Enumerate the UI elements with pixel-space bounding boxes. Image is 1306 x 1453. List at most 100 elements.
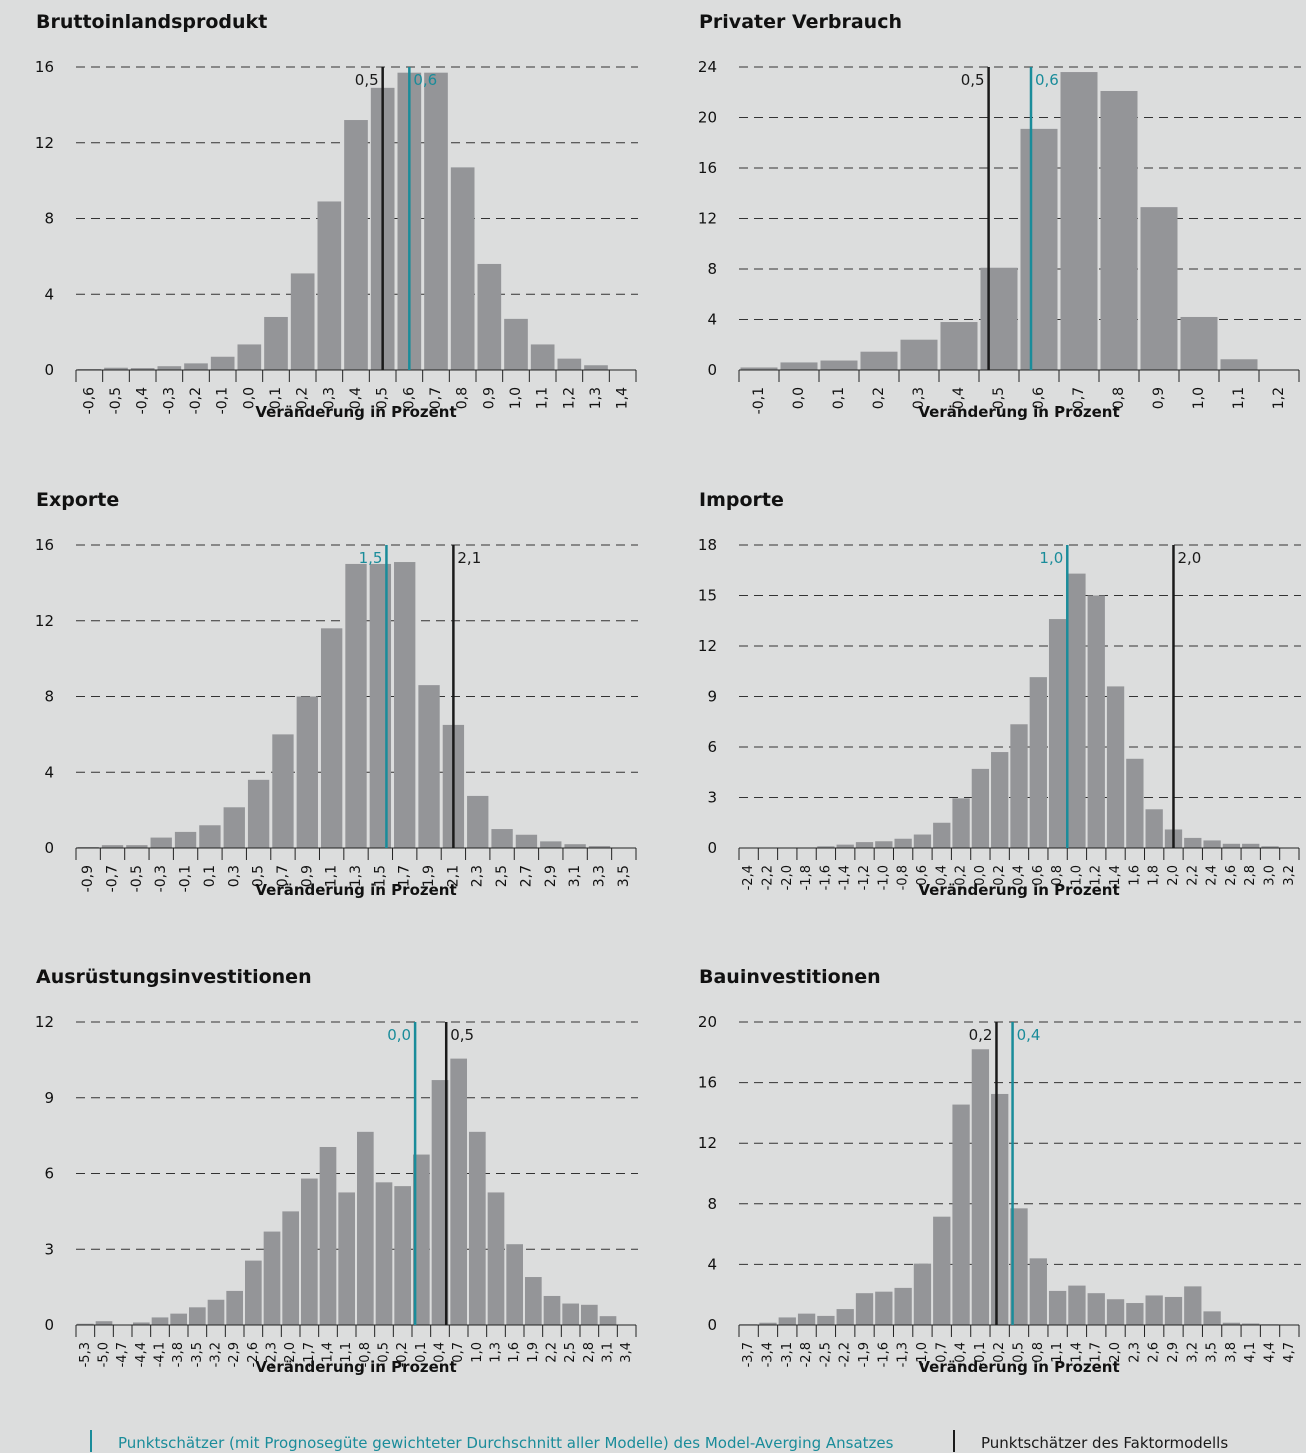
- bar: [557, 358, 582, 370]
- bar: [157, 366, 182, 370]
- x-tick-label: 0,7: [451, 1342, 466, 1363]
- bar: [77, 1323, 94, 1325]
- x-tick-label: 0,4: [348, 387, 364, 409]
- bar: [980, 267, 1018, 370]
- chart-panel-bauinvestitionen: Bauinvestitionen 0 4 8 12 16 20 -3,7 -3,4 -3,1 -2…: [699, 966, 1306, 1420]
- x-tick-label: 1,0: [1191, 387, 1207, 409]
- y-tick-label: 8: [44, 210, 54, 228]
- legend: Punktschätzer (mit Prognosegüte gewichte…: [0, 1428, 1306, 1453]
- x-tick-label: 0,8: [1031, 1342, 1046, 1363]
- bar: [174, 831, 197, 848]
- bar: [394, 1186, 411, 1325]
- x-tick-label: 0,4: [433, 1342, 448, 1363]
- x-tick-label: 2,8: [1243, 865, 1258, 886]
- bar: [491, 829, 513, 848]
- bar: [543, 1295, 561, 1325]
- x-tick-label: 0,4: [1012, 865, 1027, 886]
- x-tick-label: -3,2: [209, 1342, 224, 1367]
- bar: [126, 845, 148, 848]
- x-tick-label: 1,2: [1089, 865, 1104, 886]
- y-tick-label: 6: [44, 1165, 54, 1183]
- chart-panel-exporte: Exporte 0 4 8 12 16 -0,9 -0,7 -0,5 -0,3 -0,1 0,1 0,…: [36, 489, 656, 943]
- bar: [317, 201, 342, 370]
- x-axis-title: Veränderung in Prozent: [918, 403, 1119, 421]
- x-tick-label: 0,2: [295, 387, 311, 409]
- bar: [1068, 573, 1086, 848]
- y-tick-label: 4: [707, 311, 717, 329]
- x-tick-label: -0,9: [80, 865, 96, 892]
- bar: [1087, 595, 1105, 848]
- x-tick-label: 3,5: [616, 865, 632, 887]
- x-axis-title: Veränderung in Prozent: [255, 1358, 456, 1376]
- bar: [282, 1211, 299, 1325]
- bar: [1220, 359, 1258, 370]
- bar: [525, 1277, 542, 1325]
- bar: [836, 844, 854, 848]
- x-tick-label: -0,5: [108, 387, 124, 414]
- chart-panel-bip: Bruttoinlandsprodukt 0 4 8 12 16 -0,6 -0,5 -0,4…: [36, 11, 656, 465]
- y-tick-label: 12: [36, 612, 54, 630]
- bar: [1048, 619, 1067, 848]
- marker-label-teal: 0,4: [1017, 1026, 1041, 1044]
- chart-panel-ausruestungsinvestitionen: Ausrüstungsinvestitionen 0 3 6 9 12 -5,3 -5,0-…: [36, 966, 656, 1420]
- x-tick-label: 0,5: [1012, 1342, 1027, 1363]
- x-tick-label: -2,2: [760, 865, 775, 890]
- y-tick-label: 0: [44, 1316, 54, 1334]
- x-tick-label: 0,8: [455, 387, 471, 409]
- bar: [1222, 1322, 1241, 1325]
- bar: [1242, 1323, 1260, 1325]
- legend-swatch-black: [953, 1430, 955, 1452]
- bar: [599, 1316, 617, 1325]
- bar: [1020, 128, 1058, 370]
- bar: [1010, 1208, 1028, 1325]
- bar: [875, 1291, 893, 1325]
- x-tick-label: -0,2: [954, 865, 969, 890]
- x-tick-label: -0,8: [896, 865, 911, 890]
- x-tick-label: 3,5: [1205, 1342, 1220, 1363]
- y-tick-label: 6: [707, 738, 717, 756]
- bar: [860, 351, 898, 370]
- x-tick-label: 2,1: [445, 865, 461, 887]
- x-tick-label: 0,6: [1031, 865, 1046, 886]
- bar: [264, 316, 288, 370]
- x-tick-label: -0,5: [129, 865, 145, 892]
- x-tick-label: 0,2: [992, 865, 1007, 886]
- bar: [1203, 1311, 1221, 1325]
- x-tick-label: 2,9: [543, 865, 559, 887]
- x-tick-label: -0,4: [934, 865, 949, 890]
- bar: [1261, 846, 1279, 848]
- bar: [394, 562, 416, 848]
- x-tick-label: 3,3: [591, 865, 607, 887]
- x-tick-label: 0,2: [992, 1342, 1007, 1363]
- x-tick-label: -1,4: [321, 1342, 336, 1367]
- bar: [952, 798, 970, 848]
- y-tick-label: 4: [44, 285, 54, 303]
- bar: [940, 322, 978, 370]
- y-tick-label: 0: [44, 361, 54, 379]
- marker-label-teal: 0,0: [387, 1026, 411, 1044]
- x-tick-label: -0,2: [188, 387, 204, 414]
- bar: [263, 1231, 281, 1325]
- x-tick-label: 3,2: [1185, 1342, 1200, 1363]
- x-tick-label: 0,6: [1031, 387, 1047, 409]
- bar: [237, 344, 262, 370]
- marker-label-black: 2,1: [457, 549, 481, 567]
- bar: [933, 1216, 951, 1325]
- bar: [584, 365, 608, 370]
- marker-label-teal: 1,5: [359, 549, 383, 567]
- y-tick-label: 3: [707, 789, 717, 807]
- y-tick-label: 15: [699, 587, 717, 605]
- chart-title: Importe: [699, 489, 784, 511]
- x-tick-label: -0,6: [81, 387, 97, 414]
- bar: [1242, 843, 1260, 848]
- bar: [1029, 1258, 1047, 1325]
- x-tick-label: 2,3: [470, 865, 486, 887]
- x-tick-label: 0,5: [991, 387, 1007, 409]
- bar: [894, 838, 912, 848]
- bar: [1048, 1290, 1067, 1325]
- x-tick-label: 0,6: [401, 387, 417, 409]
- x-tick-label: 0,8: [1050, 865, 1065, 886]
- x-tick-label: 1,3: [489, 1342, 504, 1363]
- x-tick-label: 2,2: [545, 1342, 560, 1363]
- chart-svg: 0 4 8 12 16 -0,9 -0,7 -0,5 -0,3 -0,1 0,1 0,3 0,5 0,7 0…: [36, 536, 638, 899]
